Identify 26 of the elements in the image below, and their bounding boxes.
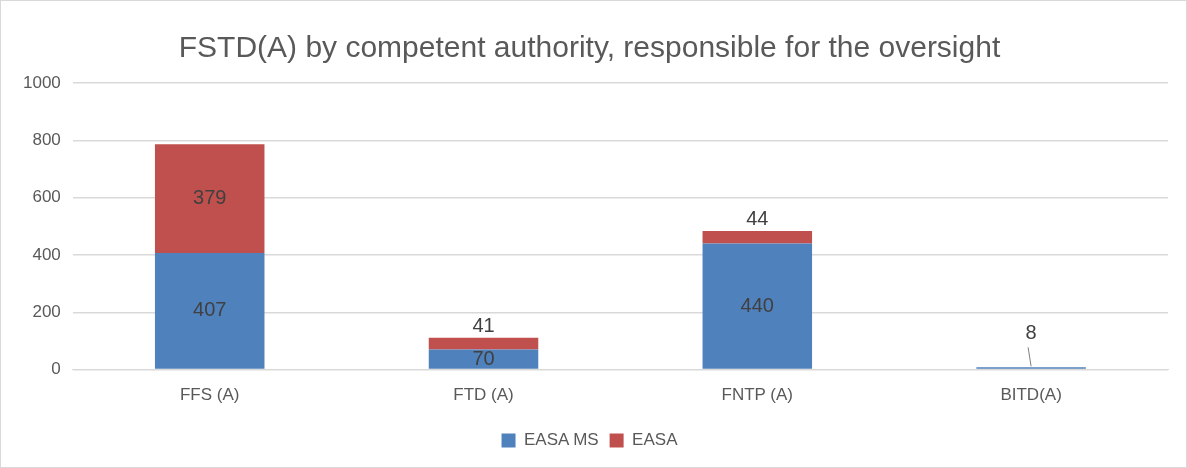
bar	[428, 349, 539, 369]
y-tick-label: 0	[51, 359, 61, 379]
bar	[154, 144, 265, 253]
x-tick-label: BITD(A)	[1000, 385, 1062, 405]
y-tick-label: 800	[32, 130, 61, 150]
y-tick-label: 600	[32, 187, 61, 207]
x-tick-label: FTD (A)	[453, 385, 514, 405]
bar	[428, 337, 539, 350]
data-label: 379	[193, 186, 227, 209]
bar	[702, 230, 813, 244]
data-label: 8	[1025, 320, 1037, 343]
y-tick-label: 1000	[22, 72, 61, 92]
bar	[702, 243, 813, 369]
x-tick-label: FFS (A)	[179, 385, 240, 405]
legend-label: EASA	[632, 430, 679, 450]
y-tick-label: 400	[32, 244, 61, 264]
bar	[154, 252, 265, 369]
x-tick-label: FNTP (A)	[721, 385, 794, 405]
data-label: 407	[193, 298, 227, 321]
legend-label: EASA MS	[524, 430, 599, 450]
y-tick-label: 200	[32, 301, 61, 321]
data-label: 41	[472, 314, 495, 337]
data-label: 44	[746, 207, 769, 230]
chart-title: FSTD(A) by competent authority, responsible for the oversight	[178, 30, 1001, 64]
data-label: 70	[472, 346, 495, 369]
data-label: 440	[740, 293, 774, 316]
